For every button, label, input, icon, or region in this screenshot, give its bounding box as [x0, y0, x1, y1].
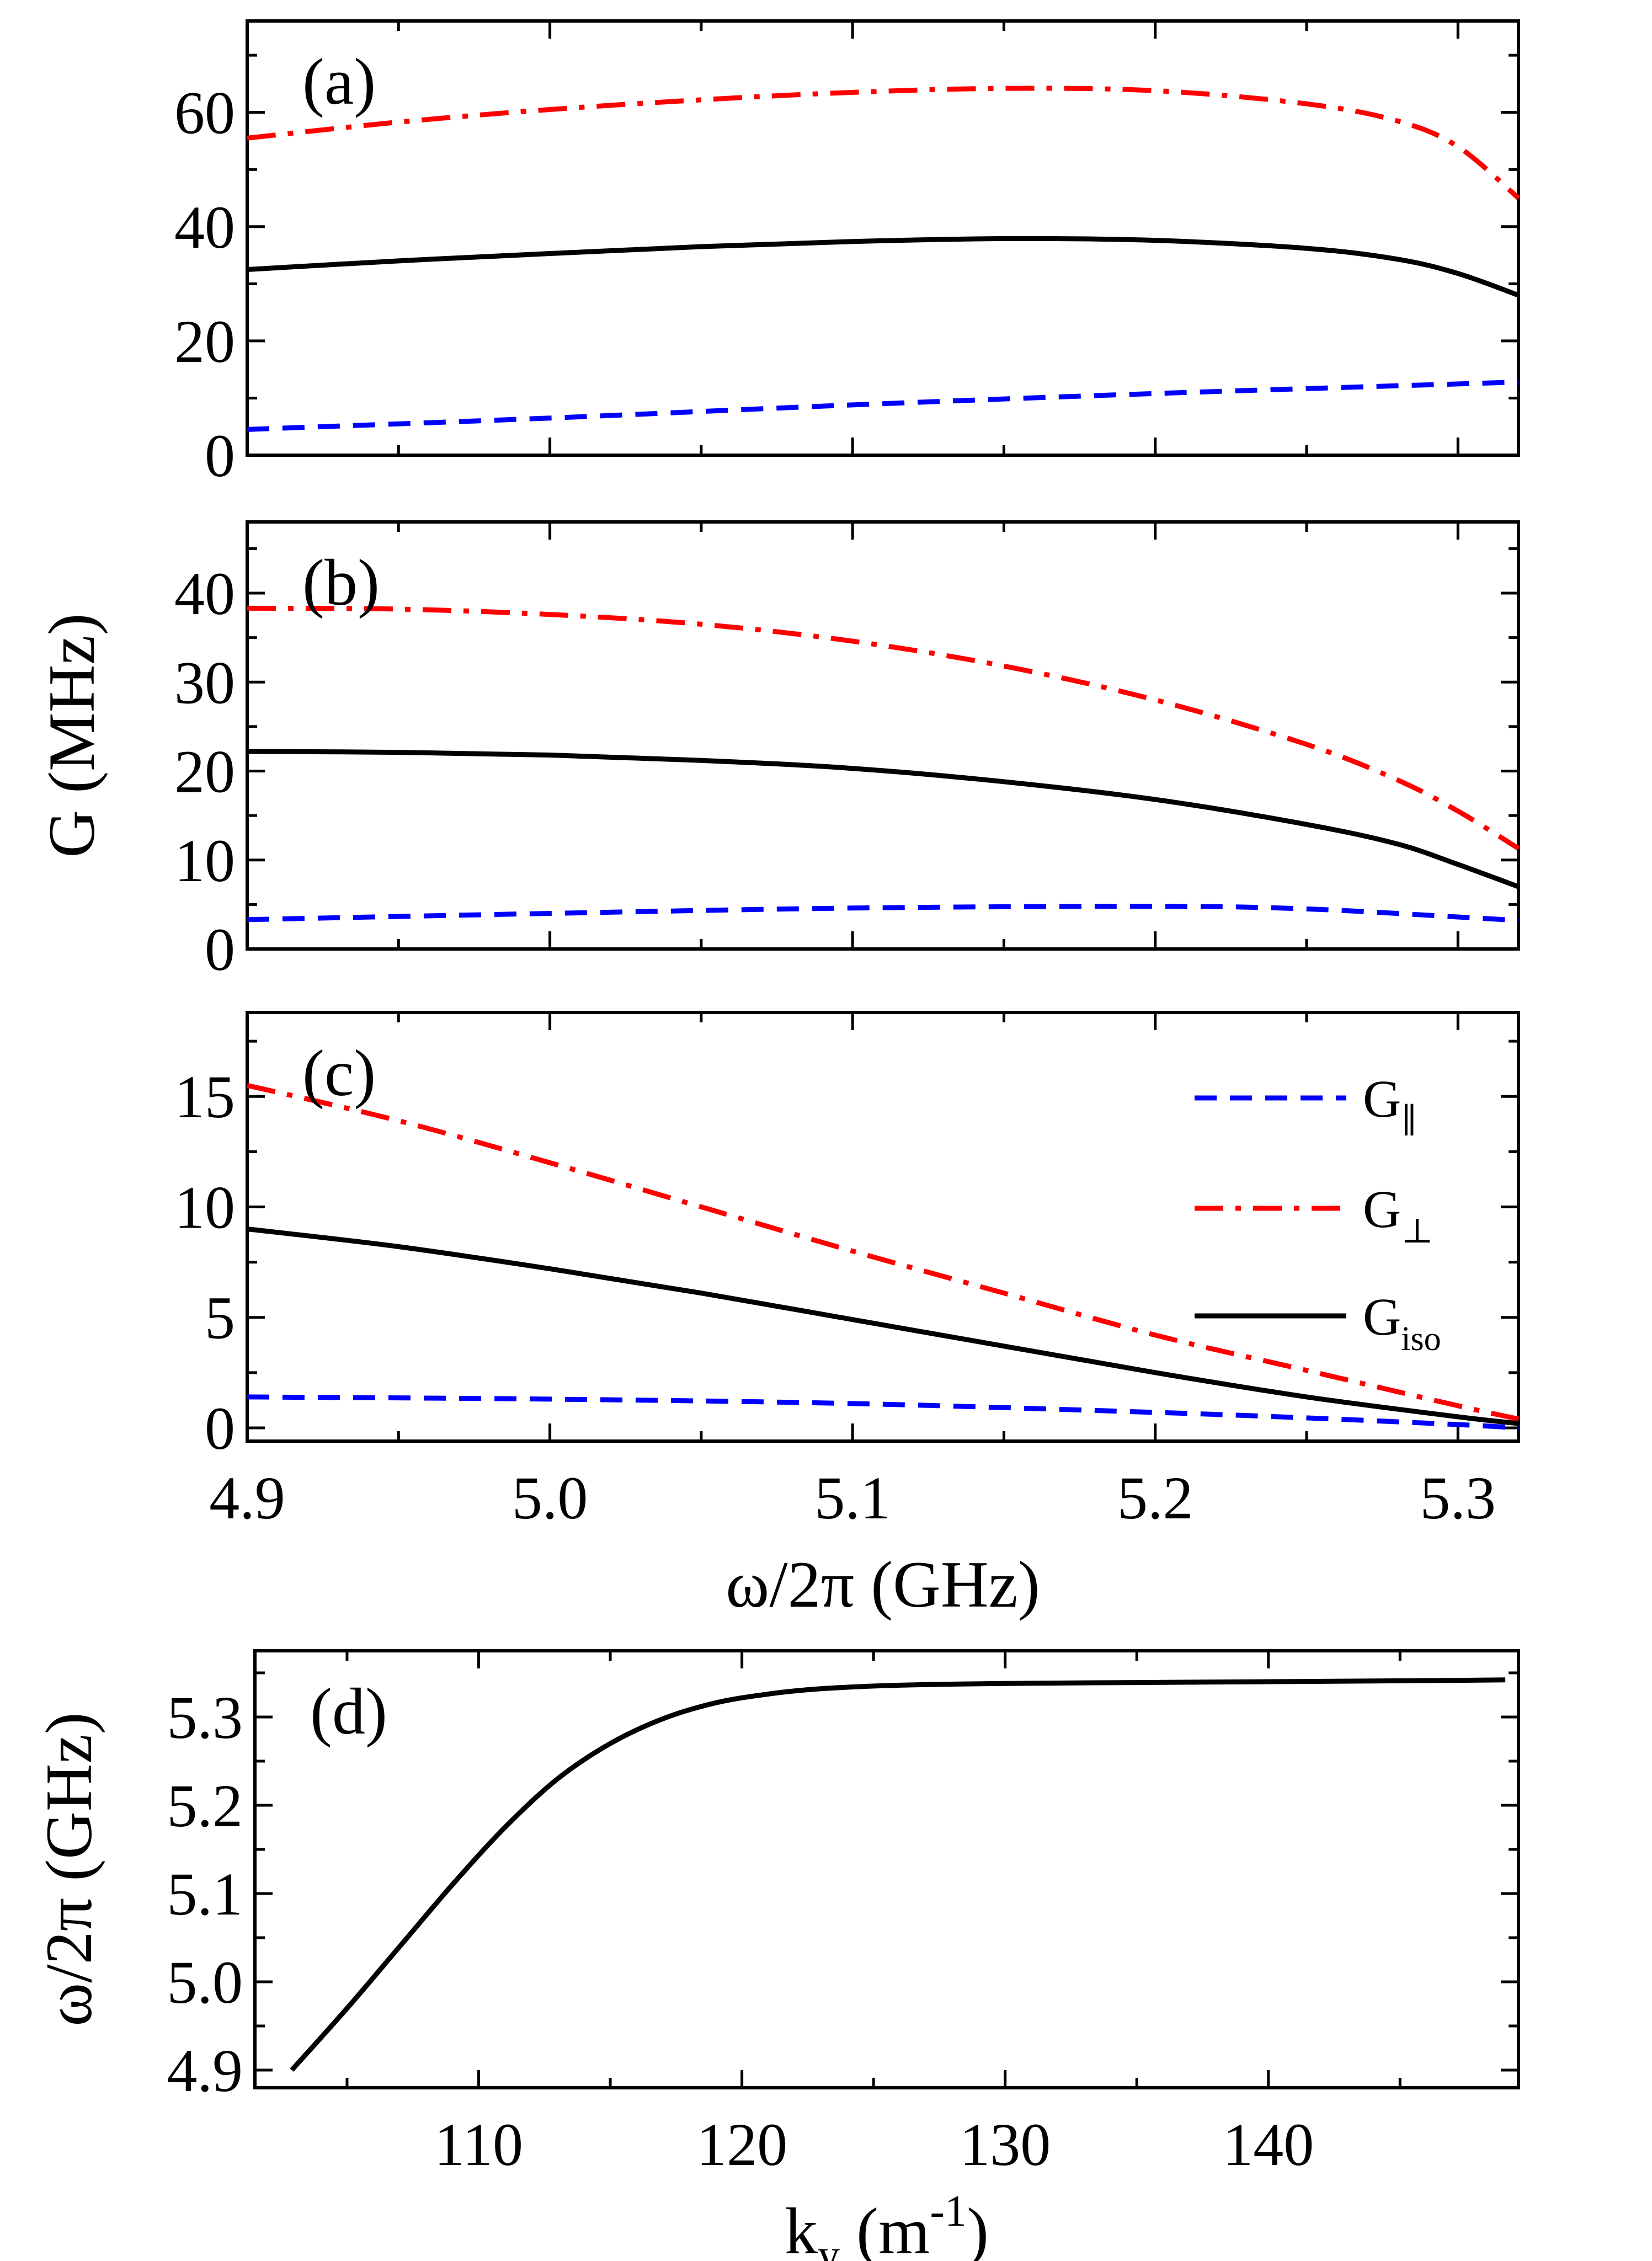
- panel-c-label: (c): [302, 1036, 376, 1110]
- panel-b-series-1-line: [247, 605, 1520, 851]
- panel-c-legend-label-sub: ⊥: [1401, 1213, 1433, 1250]
- panel-a-ytick-label: 20: [174, 308, 235, 375]
- panel-b-chart: 0 10 20 30 40 (b) G (MHz): [35, 520, 1520, 983]
- panel-b-ytick-label: 40: [174, 560, 235, 627]
- panel-d-ytick-label: 5.2: [167, 1772, 243, 1839]
- panel-c-xtick-label: 5.0: [512, 1464, 588, 1532]
- panel-a-ytick-label: 60: [174, 79, 235, 147]
- panel-c-legend-label-base: G: [1363, 1287, 1401, 1346]
- panel-d-xlabel-sup: -1: [930, 2187, 967, 2236]
- panel-d-xlabel-base: k: [785, 2194, 818, 2261]
- panel-b-ytick-label: 0: [205, 916, 235, 983]
- panel-d-xlabel-end: ): [967, 2194, 989, 2261]
- panel-d-xtick-label: 120: [696, 2111, 787, 2178]
- panel-a-frame: [246, 19, 1520, 457]
- panel-b-label: (b): [302, 546, 380, 619]
- panel-a-series-0-line: [247, 380, 1519, 432]
- panel-d-xlabel: ky (m-1): [785, 2187, 989, 2261]
- panel-d-ytick-label: 5.0: [167, 1949, 243, 2016]
- panel-c-legend-label-base: G: [1363, 1180, 1401, 1239]
- panel-c-xlabel: ω/2π (GHz): [726, 1548, 1040, 1621]
- panel-a-series-2-line: [247, 236, 1520, 298]
- panel-c-legend-label-0: G∥: [1363, 1069, 1417, 1140]
- panel-c-xtick-label: 5.3: [1420, 1464, 1496, 1532]
- panel-d-ytick-label: 5.3: [167, 1684, 243, 1751]
- panel-a-chart: 0 20 40 60 (a): [174, 19, 1520, 489]
- panel-d-label: (d): [310, 1675, 387, 1748]
- panel-d-xtick-label: 140: [1223, 2111, 1314, 2178]
- panel-c-ytick-label: 0: [205, 1395, 235, 1462]
- panel-c-legend-label-base: G: [1363, 1069, 1401, 1128]
- panel-c-frame: [246, 1011, 1520, 1443]
- panel-c-legend-label-sub: ∥: [1401, 1102, 1417, 1140]
- panel-b-ytick-label: 30: [174, 649, 235, 716]
- panel-c-legend-label-sub: iso: [1401, 1320, 1441, 1358]
- panel-c-xtick-label: 4.9: [209, 1464, 285, 1532]
- panel-c-xtick-label: 5.2: [1117, 1464, 1193, 1532]
- panel-d-frame: [253, 1649, 1520, 2089]
- panel-c-legend-label-2: Giso: [1363, 1287, 1441, 1358]
- panel-d-xtick-label: 130: [960, 2111, 1051, 2178]
- panel-c-ytick-label: 5: [205, 1284, 235, 1352]
- panel-b-ytick-label: 10: [174, 827, 235, 894]
- panel-b-frame: [246, 520, 1520, 951]
- panel-d-xlabel-sub: y: [818, 2231, 840, 2261]
- panel-c-series-1-line: [246, 1082, 1519, 1422]
- panel-c-series-0-line: [247, 1394, 1519, 1431]
- panel-c-ytick-label: 10: [174, 1174, 235, 1241]
- panel-d-ytick-label: 4.9: [167, 2037, 243, 2104]
- panel-a-ytick-label: 40: [174, 194, 235, 261]
- panel-a-series-1-line: [247, 86, 1520, 200]
- panel-d-xlabel-rest: (m: [840, 2194, 930, 2261]
- panel-a-label: (a): [302, 45, 376, 118]
- panel-d-chart: 4.9 5.0 5.1 5.2 5.3 110 120 130 140 (d) ω/2π (GHz)…: [32, 1649, 1520, 2261]
- panel-c-series-2-line: [247, 1227, 1519, 1426]
- panel-d-xtick-label: 110: [434, 2111, 523, 2178]
- panel-d-series-0-line: [290, 1677, 1506, 2072]
- panel-b-ylabel: G (MHz): [35, 613, 108, 857]
- panel-b-ytick-label: 20: [174, 738, 235, 806]
- panel-c-xtick-label: 5.1: [814, 1464, 891, 1532]
- panel-d-ytick-label: 5.1: [167, 1860, 243, 1928]
- panel-b-series-2-line: [247, 749, 1520, 889]
- panel-a-ytick-label: 0: [205, 422, 235, 489]
- panel-d-ylabel: ω/2π (GHz): [32, 1712, 105, 2026]
- panel-c-legend-label-1: G⊥: [1363, 1180, 1433, 1250]
- panel-c-ytick-label: 15: [174, 1063, 235, 1130]
- panel-b-series-0-line: [247, 904, 1519, 923]
